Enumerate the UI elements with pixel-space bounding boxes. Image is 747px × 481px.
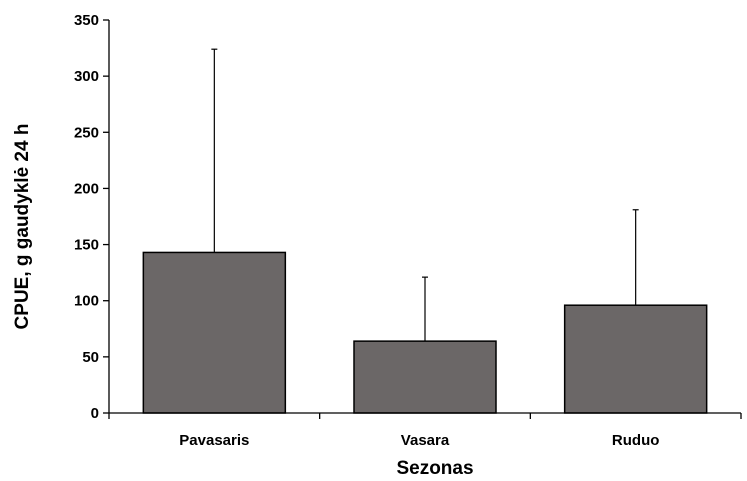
x-category-label: Ruduo bbox=[612, 432, 659, 449]
y-tick-label: 300 bbox=[74, 68, 99, 85]
y-tick-label: 150 bbox=[74, 237, 99, 254]
x-axis-ticks: Pavasaris Vasara Ruduo bbox=[108, 413, 742, 449]
bar bbox=[142, 251, 287, 414]
bars bbox=[142, 251, 708, 414]
y-tick-label: 350 bbox=[74, 12, 99, 29]
y-axis-ticks: 0 50 100 150 200 250 300 350 bbox=[74, 12, 109, 422]
y-tick-label: 200 bbox=[74, 180, 99, 197]
y-axis-title: CPUE, g gaudyklė 24 h bbox=[12, 124, 33, 330]
x-category-label: Pavasaris bbox=[179, 432, 249, 449]
y-tick-label: 0 bbox=[91, 405, 99, 422]
bar bbox=[563, 304, 708, 414]
x-axis-title: Sezonas bbox=[396, 458, 473, 479]
bar bbox=[353, 340, 497, 414]
y-tick-label: 250 bbox=[74, 124, 99, 141]
y-tick-label: 100 bbox=[74, 293, 99, 310]
y-tick-label: 50 bbox=[82, 349, 99, 366]
x-category-label: Vasara bbox=[401, 432, 450, 449]
error-bars bbox=[211, 48, 639, 342]
